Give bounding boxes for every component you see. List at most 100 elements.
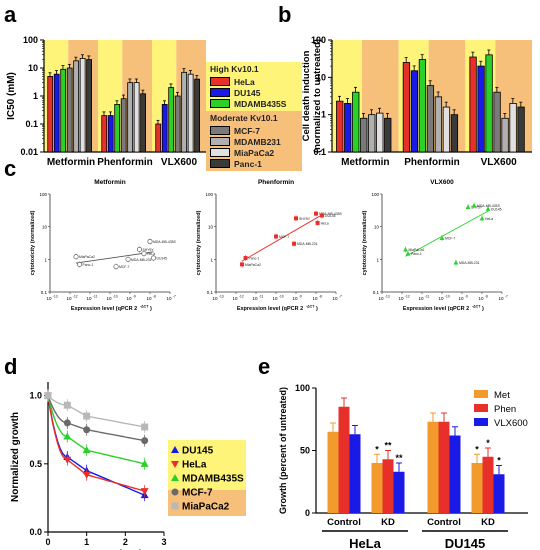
y-tick-label: 0.1: [313, 147, 326, 157]
bar-hela-vlx600: [155, 123, 162, 153]
group-label: HeLa: [349, 536, 382, 550]
y-tick-label: 100: [39, 192, 47, 197]
bar-panc-1-phenformin: [450, 114, 459, 153]
chart-a-ic50: 0.01 0.1 1 10 100 Metformin Phenformin VLX600 IC…: [6, 35, 206, 165]
point-hela: [82, 471, 91, 479]
x-tick-exponent: -10: [279, 295, 284, 299]
bar-mdamb435s-metformin: [60, 68, 67, 153]
data-point: [471, 202, 477, 208]
bar-mdamb435s-metformin: [352, 91, 360, 153]
bar-mcf-7-metformin: [360, 117, 368, 153]
x-tick-exponent: -12: [405, 295, 410, 299]
bar-phen-3: [482, 456, 494, 513]
x-tick-label: 10: [166, 296, 172, 301]
x-tick-exponent: -10: [113, 295, 118, 299]
point-label: MCF-7: [279, 235, 289, 239]
series-line-du145: [47, 395, 145, 496]
data-point: [485, 206, 491, 211]
legend-label: MDAMB231: [234, 136, 281, 147]
legend-swatch-met: [474, 390, 488, 398]
bar-du145-phenformin: [107, 115, 114, 153]
bar-du145-vlx600: [477, 65, 485, 153]
bar-mdamb435s-vlx600: [485, 54, 493, 153]
legend-marker-miapaca2: [171, 502, 179, 510]
scatter-title: VLX600: [430, 179, 454, 186]
point-label: MiaPaCa2: [79, 255, 95, 259]
data-point: [151, 255, 157, 261]
bar-phen-2: [438, 421, 450, 513]
y-axis-label: Normalized growth: [10, 412, 21, 502]
bar-du145-vlx600: [161, 104, 168, 153]
bar-mdamb231-metformin: [73, 60, 80, 153]
x-tick-exponent: -8: [485, 295, 488, 299]
legend-moderate-title: Moderate Kv10.1: [210, 113, 278, 123]
point-label: SHY5Y: [471, 205, 483, 209]
bar-met-1: [371, 463, 383, 513]
bar-vlx600-3: [493, 474, 505, 513]
bar-du145-metformin: [53, 73, 60, 153]
x-category-label: KD: [481, 517, 495, 528]
data-point: [439, 235, 445, 240]
panel-letter-e: e: [258, 354, 271, 379]
x-tick-exponent: -7: [339, 295, 342, 299]
legend-item-miapaca2: MiaPaCa2: [210, 147, 298, 158]
point-label: MiaPaCa2: [409, 248, 425, 252]
bar-hela-metformin: [336, 100, 344, 153]
x-category-label: VLX600: [481, 157, 518, 165]
x-tick-exponent: -9: [133, 295, 136, 299]
point-hela: [63, 456, 72, 464]
data-point: [125, 256, 131, 262]
data-point: [77, 261, 83, 267]
x-tick-exponent: -9: [299, 295, 302, 299]
point-label: MDA-MB-435S: [153, 240, 177, 244]
legend-marker-hela: [171, 461, 179, 468]
x-tick-exponent: -8: [319, 295, 322, 299]
data-point: [405, 251, 411, 256]
legend-label: VLX600: [494, 418, 528, 429]
point-label: HeLa: [321, 221, 329, 225]
legend-marker-mdamb435s: [171, 474, 179, 481]
legend-label: Panc-1: [234, 158, 262, 169]
y-tick-label: 10: [316, 72, 326, 82]
bar-met-0: [327, 431, 339, 513]
bar-du145-phenformin: [410, 70, 419, 153]
point-label: SHY5Y: [143, 248, 155, 252]
x-tick-label: 10: [498, 296, 504, 301]
y-axis-label: Cell death induction: [301, 50, 312, 141]
legend-label: HeLa: [234, 76, 255, 87]
legend-label: MDAMB435S: [182, 474, 244, 485]
legend-high-box: High Kv10.1 HeLa DU145 MDAMB435S: [206, 62, 302, 111]
bar-miapaca2-phenformin: [442, 106, 451, 153]
chart-e-growth: 0 50 100 Growth (percent of untreated) Contr…: [278, 383, 528, 550]
x-tick-exponent: -13: [385, 295, 390, 299]
point-mcf-7: [83, 426, 91, 434]
x-tick-label: 10: [272, 296, 278, 301]
y-tick-label: 100: [295, 383, 310, 393]
bar-panc-1-metformin: [384, 117, 392, 153]
x-tick-label: 10: [126, 296, 132, 301]
regression-line: [405, 210, 489, 257]
point-mdamb435s: [63, 432, 72, 440]
y-tick-label: 50: [300, 446, 310, 456]
x-category-label: Phenformin: [97, 157, 153, 165]
x-tick-exponent: -13: [53, 295, 58, 299]
bar-mdamb231-vlx600: [181, 71, 188, 153]
bar-mdamb435s-phenformin: [114, 104, 121, 153]
legend-label: MCF-7: [182, 488, 213, 499]
point-label: MiaPaCa2: [245, 263, 261, 267]
legend-label: MiaPaCa2: [234, 147, 275, 158]
point-label: Panc-1: [83, 263, 94, 267]
y-axis-label: cytotoxicity (normalized): [196, 210, 202, 275]
legend-swatch: [210, 148, 230, 157]
y-tick-label: 0.5: [29, 459, 42, 469]
x-tick-label: 10: [86, 296, 92, 301]
bar-hela-vlx600: [469, 56, 477, 153]
y-tick-label: 1: [44, 257, 47, 262]
x-tick-label: 10: [312, 296, 318, 301]
bar-phen-1: [382, 459, 394, 513]
point-label: MDA-MB-231: [459, 261, 480, 265]
x-tick-label: 10: [332, 296, 338, 301]
legend-swatch-vlx600: [474, 418, 488, 426]
